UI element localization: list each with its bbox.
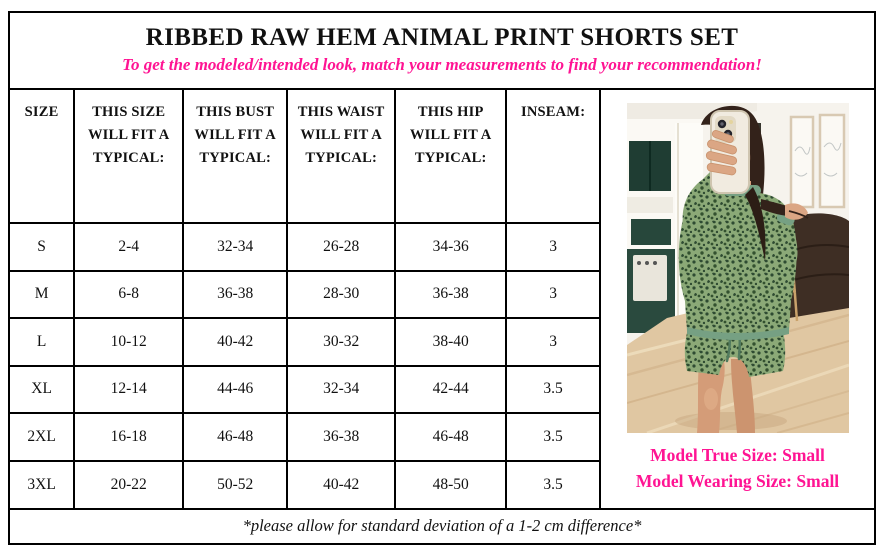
page-frame: RIBBED RAW HEM ANIMAL PRINT SHORTS SET T… [8, 11, 876, 545]
cell-bust: 46-48 [182, 412, 289, 462]
cell-waist: 28-30 [286, 269, 397, 319]
cell-fit: 16-18 [73, 412, 185, 462]
header-row: SIZE THIS SIZE WILL FIT A TYPICAL: THIS … [10, 90, 601, 224]
cell-inseam: 3 [505, 222, 601, 272]
table-row: 2XL 16-18 46-48 36-38 46-48 3.5 [10, 412, 601, 462]
main-area: SIZE THIS SIZE WILL FIT A TYPICAL: THIS … [10, 90, 874, 508]
cell-bust: 50-52 [182, 459, 289, 508]
cell-hip: 36-38 [394, 269, 508, 319]
model-size-caption: Model True Size: Small Model Wearing Siz… [601, 442, 874, 495]
model-photo-cell: Model True Size: Small Model Wearing Siz… [601, 90, 874, 508]
table-row: S 2-4 32-34 26-28 34-36 3 [10, 222, 601, 272]
cell-hip: 46-48 [394, 412, 508, 462]
cell-waist: 26-28 [286, 222, 397, 272]
cell-bust: 40-42 [182, 317, 289, 367]
cell-size: S [10, 222, 76, 272]
cell-bust: 44-46 [182, 364, 289, 414]
model-true-size: Model True Size: Small [650, 445, 825, 465]
model-photo [626, 103, 849, 433]
cell-inseam: 3.5 [505, 459, 601, 508]
page-subtitle: To get the modeled/intended look, match … [122, 55, 762, 74]
cell-fit: 6-8 [73, 269, 185, 319]
cell-inseam: 3.5 [505, 364, 601, 414]
cell-bust: 36-38 [182, 269, 289, 319]
cell-inseam: 3 [505, 317, 601, 367]
page-title: RIBBED RAW HEM ANIMAL PRINT SHORTS SET [145, 24, 739, 51]
chart-header: RIBBED RAW HEM ANIMAL PRINT SHORTS SET T… [10, 13, 874, 90]
cell-fit: 2-4 [73, 222, 185, 272]
col-header-waist: THIS WAIST WILL FIT A TYPICAL: [286, 90, 397, 224]
cell-inseam: 3 [505, 269, 601, 319]
col-header-size: SIZE [10, 90, 76, 224]
cell-hip: 38-40 [394, 317, 508, 367]
table-row: XL 12-14 44-46 32-34 42-44 3.5 [10, 364, 601, 414]
col-header-inseam: INSEAM: [505, 90, 601, 224]
cell-size: L [10, 317, 76, 367]
model-wearing-size: Model Wearing Size: Small [635, 471, 840, 492]
cell-fit: 20-22 [73, 459, 185, 508]
cell-fit: 10-12 [73, 317, 185, 367]
cell-waist: 32-34 [286, 364, 397, 414]
col-header-bust: THIS BUST WILL FIT A TYPICAL: [182, 90, 289, 224]
footer-note: *please allow for standard deviation of … [242, 516, 642, 535]
cell-hip: 48-50 [394, 459, 508, 508]
cell-hip: 42-44 [394, 364, 508, 414]
cell-waist: 36-38 [286, 412, 397, 462]
cell-waist: 40-42 [286, 459, 397, 508]
cell-hip: 34-36 [394, 222, 508, 272]
size-chart-table: SIZE THIS SIZE WILL FIT A TYPICAL: THIS … [10, 90, 601, 508]
cell-size: XL [10, 364, 76, 414]
cell-size: M [10, 269, 76, 319]
table-row: L 10-12 40-42 30-32 38-40 3 [10, 317, 601, 367]
cell-inseam: 3.5 [505, 412, 601, 462]
table-row: M 6-8 36-38 28-30 36-38 3 [10, 269, 601, 319]
footer: *please allow for standard deviation of … [10, 508, 874, 542]
cell-fit: 12-14 [73, 364, 185, 414]
cell-size: 2XL [10, 412, 76, 462]
col-header-hip: THIS HIP WILL FIT A TYPICAL: [394, 90, 508, 224]
cell-size: 3XL [10, 459, 76, 508]
col-header-fit: THIS SIZE WILL FIT A TYPICAL: [73, 90, 185, 224]
cell-bust: 32-34 [182, 222, 289, 272]
cell-waist: 30-32 [286, 317, 397, 367]
table-row: 3XL 20-22 50-52 40-42 48-50 3.5 [10, 459, 601, 508]
